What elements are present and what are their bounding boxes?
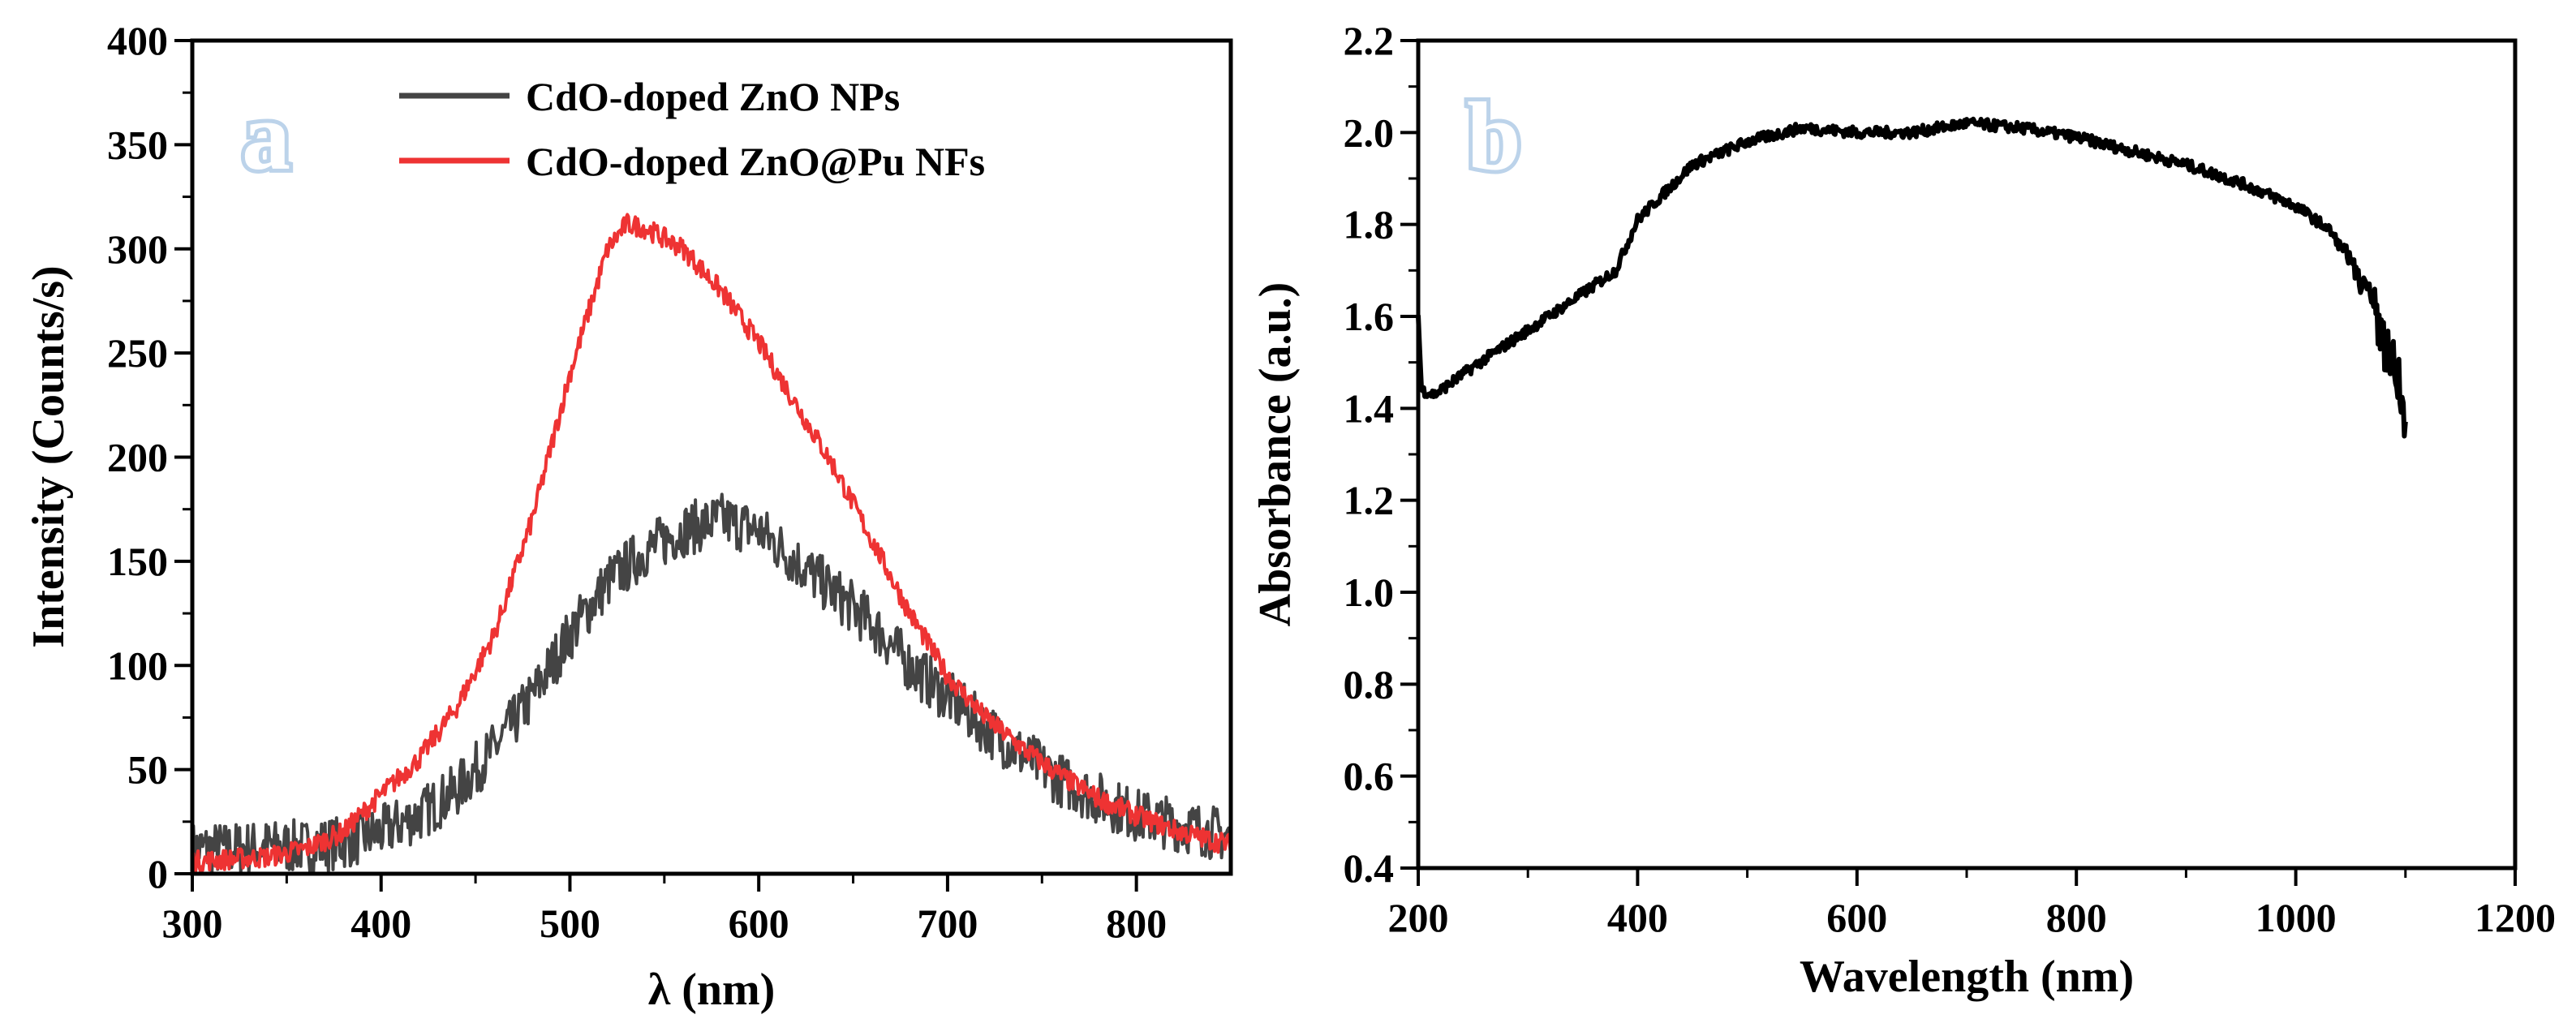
panel-b-plot-frame	[1416, 38, 2518, 870]
legend-label-series-0: CdO-doped ZnO NPs	[526, 74, 900, 119]
panel-label-a: a	[242, 82, 290, 190]
panel-a-x-tick-label: 500	[540, 901, 600, 946]
panel-a-y-tick-label: 250	[107, 330, 168, 376]
panel-a-series-line-0	[191, 492, 1232, 876]
panel-b-y-tick-label: 2.0	[1344, 110, 1395, 155]
panel-b-x-tick-label: 1000	[2256, 895, 2337, 940]
panel-a-y-tick-label: 150	[107, 539, 168, 584]
panel-a-series-line-1	[191, 213, 1232, 873]
panel-b-x-axis-title: Wavelength (nm)	[1800, 952, 2134, 1002]
panel-a-x-axis-title: λ (nm)	[648, 965, 776, 1015]
panel-b-x-tick-label: 200	[1388, 895, 1449, 940]
panel-a-y-tick-label: 50	[127, 747, 168, 793]
panel-a-x-tick-label: 800	[1106, 901, 1167, 946]
panel-b-y-tick-label: 1.4	[1344, 385, 1395, 431]
panel-b-series-group	[1416, 116, 2408, 439]
panel-b-x-tick-label: 800	[2046, 895, 2107, 940]
panel-b-y-tick-label: 1.2	[1344, 478, 1395, 523]
panel-b-y-tick-label: 0.8	[1344, 661, 1395, 707]
panel-b-chart: 200 400 600 800 1000 1200 0.4 0.6 0.8 1.0 1.2 1.4 1.…	[1250, 18, 2556, 1002]
panel-a-chart: 300 400 500 600 700 800 0 50 100 150 200 250 300 350 4…	[24, 18, 1233, 1015]
panel-a-y-tick-label: 400	[107, 18, 168, 63]
panel-b-y-tick-label: 1.0	[1344, 570, 1395, 615]
panel-a-y-axis-title: Intensity (Counts/s)	[24, 265, 74, 647]
panel-a-y-tick-label: 0	[148, 851, 168, 896]
panel-b-y-tick-label: 0.4	[1344, 845, 1395, 891]
panel-a-x-tick-label: 700	[917, 901, 978, 946]
legend-label-series-1: CdO-doped ZnO@Pu NFs	[526, 139, 985, 184]
panel-b-y-tick-label: 2.2	[1344, 18, 1395, 63]
panel-a-y-tick-label: 300	[107, 226, 168, 272]
panel-a-series-group	[191, 213, 1232, 876]
panel-a-y-tick-label: 200	[107, 435, 168, 480]
panel-b-y-tick-label: 0.6	[1344, 754, 1395, 799]
panel-a-x-tick-label: 600	[729, 901, 789, 946]
panel-b-x-tick-label: 1200	[2475, 895, 2556, 940]
panel-a-x-tick-label: 300	[162, 901, 223, 946]
panel-b-y-tick-label: 1.8	[1344, 202, 1395, 247]
panel-a-x-tick-label: 400	[350, 901, 411, 946]
panel-b-axes: 200 400 600 800 1000 1200 0.4 0.6 0.8 1.0 1.2 1.4 1.…	[1344, 18, 2557, 940]
panel-b-y-axis-title: Absorbance (a.u.)	[1250, 282, 1301, 627]
panel-a-y-tick-label: 350	[107, 122, 168, 167]
panel-a-legend: CdO-doped ZnO NPs CdO-doped ZnO@Pu NFs	[399, 74, 985, 184]
panel-a-y-tick-label: 100	[107, 643, 168, 688]
panel-b-y-tick-label: 1.6	[1344, 294, 1395, 339]
panel-label-b: b	[1467, 82, 1521, 190]
panel-a-axes: 300 400 500 600 700 800 0 50 100 150 200 250 300 350 4…	[107, 18, 1167, 946]
panel-b-x-tick-label: 400	[1607, 895, 1668, 940]
panel-b-series-line-0	[1416, 116, 2408, 439]
panel-b-x-tick-label: 600	[1826, 895, 1887, 940]
